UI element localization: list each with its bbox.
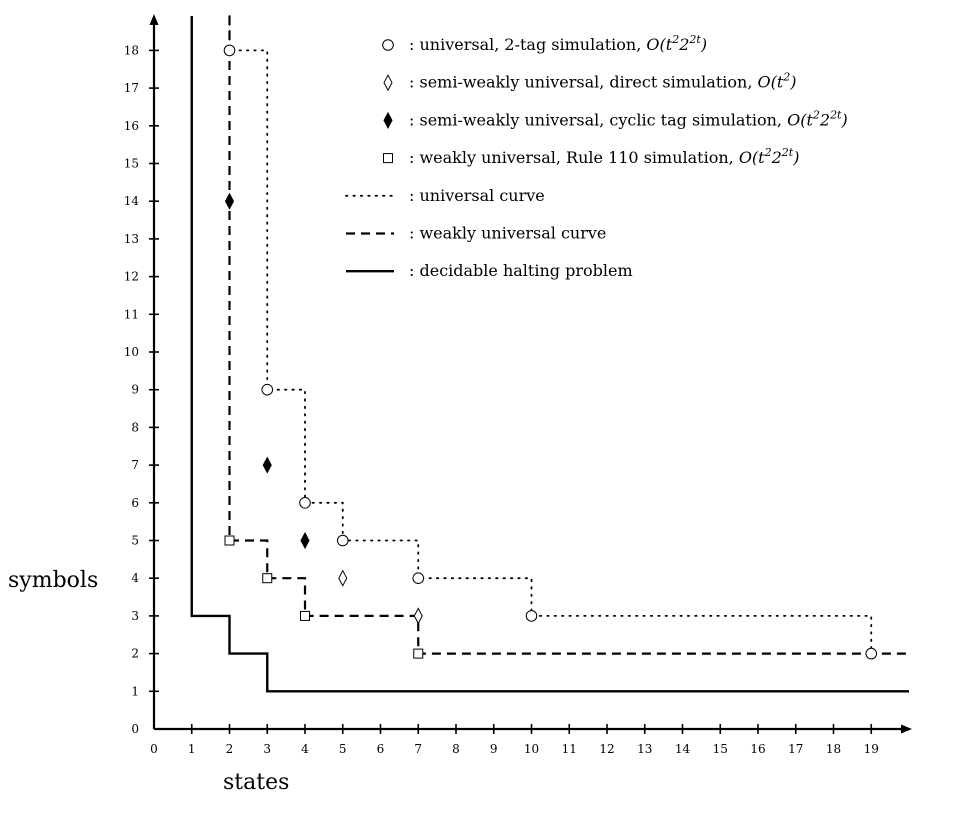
curve-solid-2 (190, 16, 909, 693)
point-square-open-3-4 (262, 573, 273, 584)
point-square-open-2-5 (224, 535, 235, 546)
y-tick-label-6: 6 (131, 496, 139, 510)
y-tick-label-12: 12 (124, 270, 139, 284)
y-tick-label-16: 16 (124, 119, 139, 133)
x-axis-title: states (223, 770, 289, 795)
ticks-layer: 0 1 2 3 4 5 6 7 8 9 10 11 12 13 14 15 16 17 18 190123456789… (124, 43, 879, 756)
legend-marker-diamond-open (383, 74, 393, 92)
curve-dashed-1 (228, 16, 909, 655)
x-tick-label-5: 5 (339, 742, 347, 756)
x-tick-label-12: 12 (599, 742, 614, 756)
legend: : universal, 2-tag simulation, O(t222t):… (345, 33, 848, 280)
y-tick-label-1: 1 (131, 684, 139, 698)
point-square-open-4-3 (300, 610, 310, 621)
legend-label-curve-1: : weakly universal curve (409, 224, 606, 243)
x-tick-label-2: 2 (226, 742, 234, 756)
y-tick-label-18: 18 (124, 43, 139, 57)
y-tick-label-5: 5 (131, 534, 139, 548)
curve-dotted-0 (228, 15, 873, 655)
point-circle-open-10-3 (525, 610, 538, 622)
point-circle-open-3-9 (261, 383, 274, 396)
x-tick-label-1: 1 (188, 742, 196, 756)
x-tick-label-17: 17 (788, 742, 803, 756)
y-axis-arrow (149, 14, 159, 25)
legend-label-1: : semi-weakly universal, direct simulati… (409, 71, 797, 92)
curves-layer (190, 15, 909, 693)
x-tick-label-11: 11 (562, 742, 577, 756)
legend-label-3: : weakly universal, Rule 110 simulation,… (409, 146, 799, 167)
x-axis-arrow (901, 724, 912, 734)
point-square-open-7-2 (413, 648, 424, 659)
point-circle-open-5-5 (336, 534, 349, 547)
y-tick-label-15: 15 (124, 157, 139, 171)
x-tick-label-10: 10 (524, 742, 539, 756)
x-tick-label-4: 4 (301, 742, 309, 756)
x-tick-label-6: 6 (377, 742, 385, 756)
legend-marker-diamond-filled (383, 111, 393, 129)
x-tick-label-16: 16 (750, 742, 765, 756)
x-tick-label-15: 15 (713, 742, 728, 756)
y-tick-label-2: 2 (131, 647, 139, 661)
y-tick-label-0: 0 (131, 722, 139, 736)
x-tick-label-19: 19 (864, 742, 879, 756)
y-axis-title: symbols (8, 568, 98, 593)
legend-marker-circle-open (382, 39, 394, 51)
y-tick-label-14: 14 (124, 194, 140, 208)
y-tick-label-17: 17 (124, 81, 139, 95)
point-circle-open-2-18 (223, 44, 236, 57)
y-tick-label-8: 8 (131, 420, 139, 434)
legend-label-curve-2: : decidable halting problem (409, 261, 633, 280)
x-tick-label-13: 13 (637, 742, 652, 756)
point-diamond-filled-2-14 (224, 192, 235, 210)
point-diamond-filled-3-7 (262, 456, 272, 474)
x-tick-label-0: 0 (150, 742, 158, 756)
legend-marker-square-open (383, 153, 393, 164)
x-tick-label-3: 3 (263, 742, 271, 756)
x-tick-label-9: 9 (490, 742, 498, 756)
y-tick-label-10: 10 (124, 345, 139, 359)
legend-label-curve-0: : universal curve (409, 186, 545, 205)
point-diamond-open-5-4 (338, 569, 348, 587)
y-tick-label-4: 4 (131, 571, 139, 585)
point-circle-open-19-2 (865, 647, 878, 660)
x-tick-label-18: 18 (826, 742, 841, 756)
point-diamond-filled-4-5 (300, 531, 310, 550)
x-tick-label-8: 8 (452, 742, 460, 756)
y-tick-label-7: 7 (131, 458, 139, 472)
legend-label-0: : universal, 2-tag simulation, O(t222t) (409, 33, 707, 54)
point-diamond-open-7-3 (413, 607, 423, 625)
markers-layer (223, 44, 878, 660)
x-tick-label-7: 7 (414, 742, 422, 756)
y-tick-label-3: 3 (131, 609, 139, 623)
point-circle-open-7-4 (412, 572, 425, 585)
y-tick-label-13: 13 (124, 232, 139, 246)
axes-layer (149, 14, 912, 734)
point-circle-open-4-6 (299, 497, 311, 509)
y-tick-label-11: 11 (124, 307, 139, 321)
x-tick-label-14: 14 (675, 742, 691, 756)
y-tick-label-9: 9 (131, 383, 139, 397)
legend-label-2: : semi-weakly universal, cyclic tag simu… (409, 108, 848, 129)
